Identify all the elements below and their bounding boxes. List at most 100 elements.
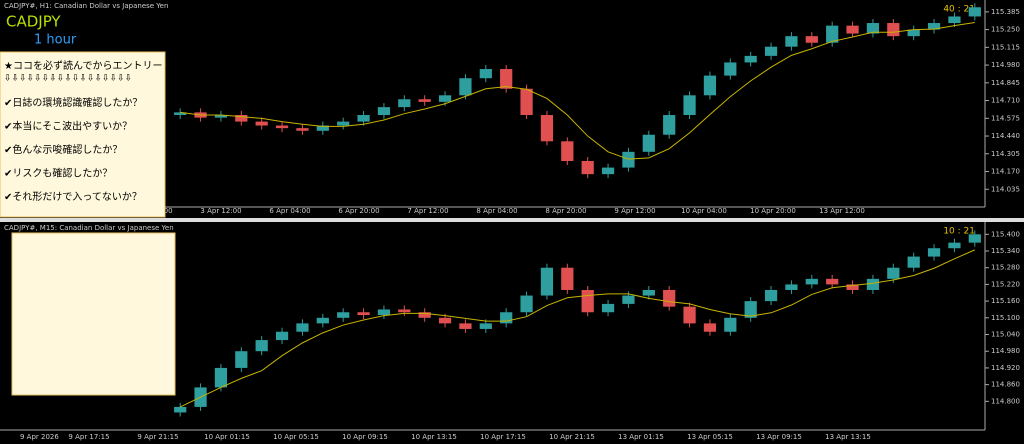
x-tick-label: 9 Apr 17:15 — [68, 433, 109, 441]
notes-arrows: ⇩⇩⇩⇩⇩⇩⇩⇩⇩⇩⇩⇩⇩⇩⇩⇩⇩ — [4, 74, 132, 84]
candle-body — [663, 289, 676, 307]
x-tick-label: 6 Apr 04:00 — [269, 207, 310, 215]
timeframe-label: 1 hour — [34, 33, 77, 48]
candle-body — [683, 95, 696, 116]
candle-body — [764, 46, 778, 56]
x-tick-label: 13 Apr 13:15 — [825, 433, 871, 441]
candle-body — [826, 25, 839, 43]
x-tick-label: 10 Apr 17:15 — [480, 433, 526, 441]
candle-body — [703, 75, 717, 96]
x-tick-label: 13 Apr 09:15 — [756, 433, 802, 441]
candle-body — [948, 242, 961, 249]
notes-item: ✔リスクも確認したか？ — [4, 167, 112, 180]
notes-item: ✔本当にそこ波出やすいか？ — [4, 120, 132, 133]
moving-average — [179, 249, 976, 408]
y-tick-label: 115.220 — [991, 280, 1020, 288]
candle-body — [642, 289, 655, 296]
y-tick-label: 114.440 — [991, 132, 1020, 140]
candle-body — [764, 289, 778, 302]
candle-body — [520, 295, 533, 313]
candle-body — [438, 317, 452, 324]
candle-body — [826, 278, 839, 285]
candle-body — [724, 317, 737, 332]
y-tick-label: 114.860 — [991, 381, 1020, 389]
candle-body — [601, 167, 615, 175]
x-tick-label: 9 Apr 21:15 — [137, 433, 178, 441]
x-tick-label: 9 Apr 2026 — [20, 433, 59, 441]
candle-body — [907, 29, 920, 37]
candle-body — [214, 115, 228, 118]
candle-body — [316, 125, 329, 131]
candle-body — [377, 309, 391, 316]
candle-body — [398, 309, 411, 313]
candle-body — [561, 267, 574, 290]
candle-body — [398, 99, 411, 108]
candle-body — [866, 278, 880, 290]
y-tick-label: 114.845 — [991, 79, 1020, 87]
candle-body — [357, 312, 370, 316]
candle-body — [561, 141, 574, 162]
y-tick-label: 114.800 — [991, 397, 1020, 405]
candle-body — [520, 88, 533, 116]
candle-body — [275, 331, 289, 341]
candle-body — [418, 312, 431, 318]
candle-body — [948, 16, 961, 24]
candle-body — [174, 406, 187, 413]
moving-average — [180, 22, 975, 160]
y-tick-label: 114.980 — [991, 61, 1020, 69]
candle-body — [744, 55, 757, 63]
notes-title: ★ココを必ず読んでからエントリー — [4, 59, 162, 72]
candle-body — [540, 115, 554, 142]
candle-body — [459, 78, 472, 96]
y-tick-label: 114.920 — [991, 364, 1020, 372]
x-tick-label: 13 Apr 12:00 — [819, 207, 865, 215]
candle-body — [805, 278, 818, 285]
y-tick-label: 115.385 — [991, 8, 1020, 16]
y-tick-label: 115.040 — [991, 331, 1020, 339]
countdown: 10 : 21 — [943, 227, 975, 237]
chart-header: CADJPY#, H1: Canadian Dollar vs Japanese… — [4, 2, 168, 10]
candle-body — [927, 248, 941, 257]
candle-body — [357, 115, 370, 122]
candle-body — [235, 351, 248, 368]
candle-body — [846, 284, 859, 290]
candle-body — [337, 121, 350, 126]
candle-body — [316, 317, 329, 324]
notes-item: ✔日誌の環境認識確認したか？ — [4, 96, 142, 109]
y-tick-label: 115.280 — [991, 264, 1020, 272]
x-tick-label: 3 Apr 12:00 — [200, 207, 241, 215]
y-tick-label: 114.980 — [991, 347, 1020, 355]
y-tick-label: 115.340 — [991, 247, 1020, 255]
candle-body — [887, 23, 900, 37]
x-tick-label: 10 Apr 05:15 — [273, 433, 319, 441]
y-tick-label: 114.710 — [991, 97, 1020, 105]
y-tick-label: 114.575 — [991, 114, 1020, 122]
x-tick-label: 6 Apr 20:00 — [338, 207, 379, 215]
y-tick-label: 115.250 — [991, 26, 1020, 34]
x-tick-label: 10 Apr 09:15 — [342, 433, 388, 441]
y-tick-label: 114.035 — [991, 185, 1020, 193]
candle-body — [296, 323, 309, 332]
candle-body — [887, 267, 900, 279]
candle-body — [866, 23, 880, 34]
y-tick-label: 114.305 — [991, 150, 1020, 158]
candle-body — [907, 256, 920, 268]
candle-body — [500, 312, 513, 324]
candle-body — [479, 323, 492, 329]
candle-body — [377, 107, 391, 116]
candle-body — [744, 301, 757, 318]
candle-body — [622, 151, 635, 168]
symbol-label: CADJPY — [6, 13, 61, 31]
candle-body — [703, 323, 717, 332]
x-tick-label: 10 Apr 01:15 — [204, 433, 250, 441]
candle-body — [337, 312, 350, 318]
x-tick-label: 10 Apr 13:15 — [411, 433, 457, 441]
candle-body — [724, 62, 737, 76]
notes-item: ✔それ形だけで入ってないか？ — [4, 191, 142, 203]
notes-panel-empty — [11, 232, 176, 396]
x-tick-label: 7 Apr 12:00 — [407, 207, 448, 215]
candle-body — [418, 99, 431, 102]
candle-body — [846, 25, 859, 34]
chart-header: CADJPY#, M15: Canadian Dollar vs Japanes… — [4, 224, 174, 232]
candle-body — [479, 69, 492, 79]
